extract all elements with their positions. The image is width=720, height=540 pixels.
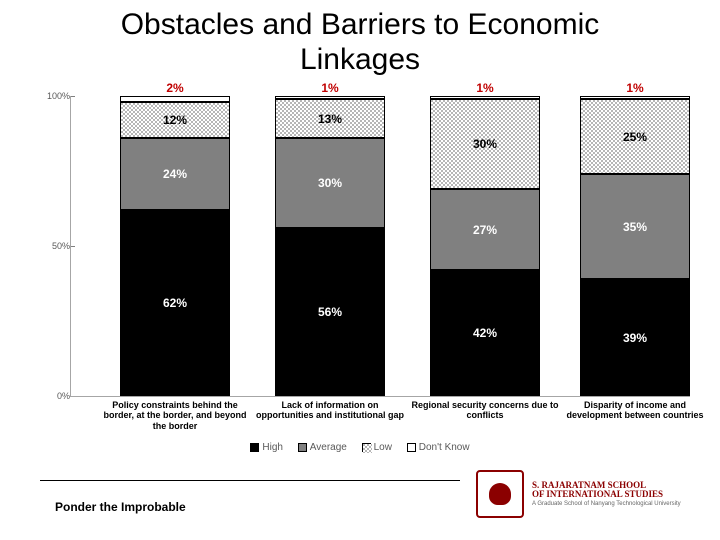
lion-icon: [489, 483, 511, 505]
value-label: 27%: [431, 223, 539, 237]
value-label: 30%: [276, 176, 384, 190]
bar-column: 1%13%30%56%: [275, 96, 385, 396]
value-label: 25%: [581, 130, 689, 144]
x-axis-line: [70, 396, 690, 397]
legend-low: Low: [362, 442, 392, 453]
footer-divider: [40, 480, 460, 481]
ytick-50: 50%: [52, 241, 70, 251]
title-line2: Linkages: [300, 43, 420, 76]
segment-average: 24%: [120, 138, 230, 210]
segment-low: 25%: [580, 99, 690, 174]
segment-low: 12%: [120, 102, 230, 138]
ytick-100: 100%: [47, 91, 70, 101]
category-label: Policy constraints behind the border, at…: [100, 400, 250, 431]
title-line1: Obstacles and Barriers to Economic: [121, 8, 600, 41]
segment-average: 27%: [430, 189, 540, 270]
bar-column: 1%30%27%42%: [430, 96, 540, 396]
value-label: 1%: [581, 81, 689, 95]
segment-high: 56%: [275, 228, 385, 396]
value-label: 35%: [581, 220, 689, 234]
value-label: 1%: [431, 81, 539, 95]
legend-average: Average: [298, 442, 347, 453]
legend-high: High: [250, 442, 283, 453]
segment-low: 30%: [430, 99, 540, 189]
logo-line2: OF INTERNATIONAL STUDIES: [532, 490, 681, 499]
legend-dontknow: Don't Know: [407, 442, 470, 453]
bars-area: 2%12%24%62%1%13%30%56%1%30%27%42%1%25%35…: [70, 96, 690, 396]
segment-high: 39%: [580, 279, 690, 396]
segment-average: 30%: [275, 138, 385, 228]
chart-title: Obstacles and Barriers to Economic Linka…: [0, 8, 720, 77]
value-label: 62%: [121, 296, 229, 310]
logo-emblem: [476, 470, 524, 518]
segment-high: 42%: [430, 270, 540, 396]
ytick-0: 0%: [57, 391, 70, 401]
logo-line3: A Graduate School of Nanyang Technologic…: [532, 501, 681, 507]
value-label: 1%: [276, 81, 384, 95]
category-label: Regional security concerns due to confli…: [410, 400, 560, 421]
segment-low: 13%: [275, 99, 385, 138]
segment-high: 62%: [120, 210, 230, 396]
value-label: 13%: [276, 112, 384, 126]
value-label: 39%: [581, 331, 689, 345]
value-label: 24%: [121, 167, 229, 181]
value-label: 12%: [121, 113, 229, 127]
y-axis: 100% 50% 0%: [40, 96, 70, 396]
value-label: 56%: [276, 305, 384, 319]
footer-tagline: Ponder the Improbable: [55, 500, 186, 514]
school-logo: S. RAJARATNAM SCHOOL OF INTERNATIONAL ST…: [476, 466, 708, 522]
value-label: 30%: [431, 137, 539, 151]
segment-average: 35%: [580, 174, 690, 279]
bar-column: 2%12%24%62%: [120, 96, 230, 396]
bar-column: 1%25%35%39%: [580, 96, 690, 396]
legend: High Average Low Don't Know: [0, 442, 720, 453]
category-label: Lack of information on opportunities and…: [255, 400, 405, 421]
value-label: 2%: [121, 81, 229, 95]
value-label: 42%: [431, 326, 539, 340]
category-label: Disparity of income and development betw…: [560, 400, 710, 421]
stacked-bar-chart: 100% 50% 0% 2%12%24%62%1%13%30%56%1%30%2…: [40, 96, 690, 416]
